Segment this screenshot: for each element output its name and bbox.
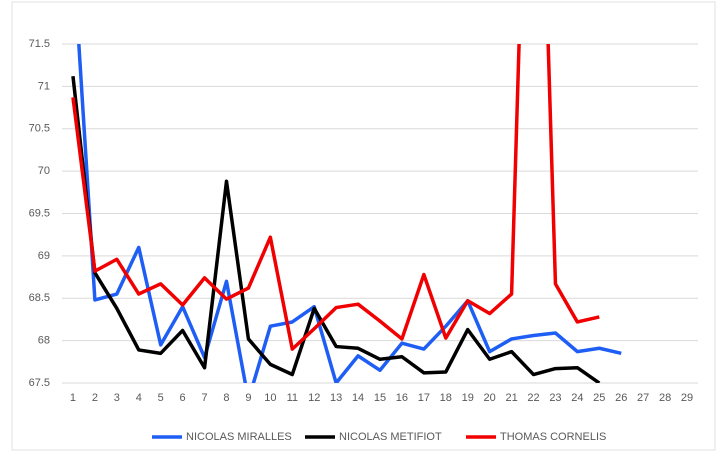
chart-frame <box>11 1 716 451</box>
x-tick-label: 25 <box>593 392 605 404</box>
series-line <box>71 76 601 383</box>
x-tick-label: 12 <box>308 392 320 404</box>
x-tick-label: 28 <box>659 392 671 404</box>
x-tick-label: 13 <box>330 392 342 404</box>
y-tick-label: 70.5 <box>29 123 50 135</box>
plot-area <box>71 44 622 383</box>
x-tick-label: 8 <box>223 392 229 404</box>
y-tick-label: 71 <box>38 80 50 92</box>
y-tick-label: 71.5 <box>29 38 50 50</box>
legend-label: THOMAS CORNELIS <box>500 431 606 443</box>
x-tick-label: 17 <box>418 392 430 404</box>
legend-label: NICOLAS METIFIOT <box>339 431 442 443</box>
y-tick-label: 68.5 <box>29 292 50 304</box>
x-tick-label: 5 <box>158 392 164 404</box>
x-tick-label: 15 <box>374 392 386 404</box>
x-tick-label: 14 <box>352 392 364 404</box>
y-tick-label: 69 <box>38 250 50 262</box>
x-tick-label: 24 <box>571 392 583 404</box>
x-tick-label: 6 <box>180 392 186 404</box>
x-tick-label: 11 <box>287 392 298 404</box>
x-tick-label: 4 <box>136 392 142 404</box>
x-tick-label: 26 <box>615 392 627 404</box>
x-tick-label: 1 <box>70 392 76 404</box>
x-tick-label: 27 <box>637 392 649 404</box>
y-tick-label: 68 <box>38 335 50 347</box>
x-tick-label: 9 <box>245 392 251 404</box>
x-tick-label: 2 <box>92 392 98 404</box>
y-tick-label: 67.5 <box>29 377 50 389</box>
x-tick-label: 22 <box>527 392 539 404</box>
x-tick-label: 16 <box>396 392 408 404</box>
x-tick-label: 18 <box>440 392 452 404</box>
series-line <box>71 44 600 351</box>
y-tick-label: 70 <box>38 165 50 177</box>
x-tick-label: 3 <box>114 392 120 404</box>
x-tick-label: 20 <box>484 392 496 404</box>
x-tick-label: 21 <box>505 392 517 404</box>
x-tick-label: 29 <box>681 392 693 404</box>
x-tick-label: 19 <box>462 392 474 404</box>
x-tick-label: 10 <box>264 392 276 404</box>
x-tick-label: 7 <box>201 392 207 404</box>
series-line <box>77 44 622 383</box>
y-tick-label: 69.5 <box>29 207 50 219</box>
legend-label: NICOLAS MIRALLES <box>186 431 292 443</box>
x-tick-label: 23 <box>549 392 561 404</box>
